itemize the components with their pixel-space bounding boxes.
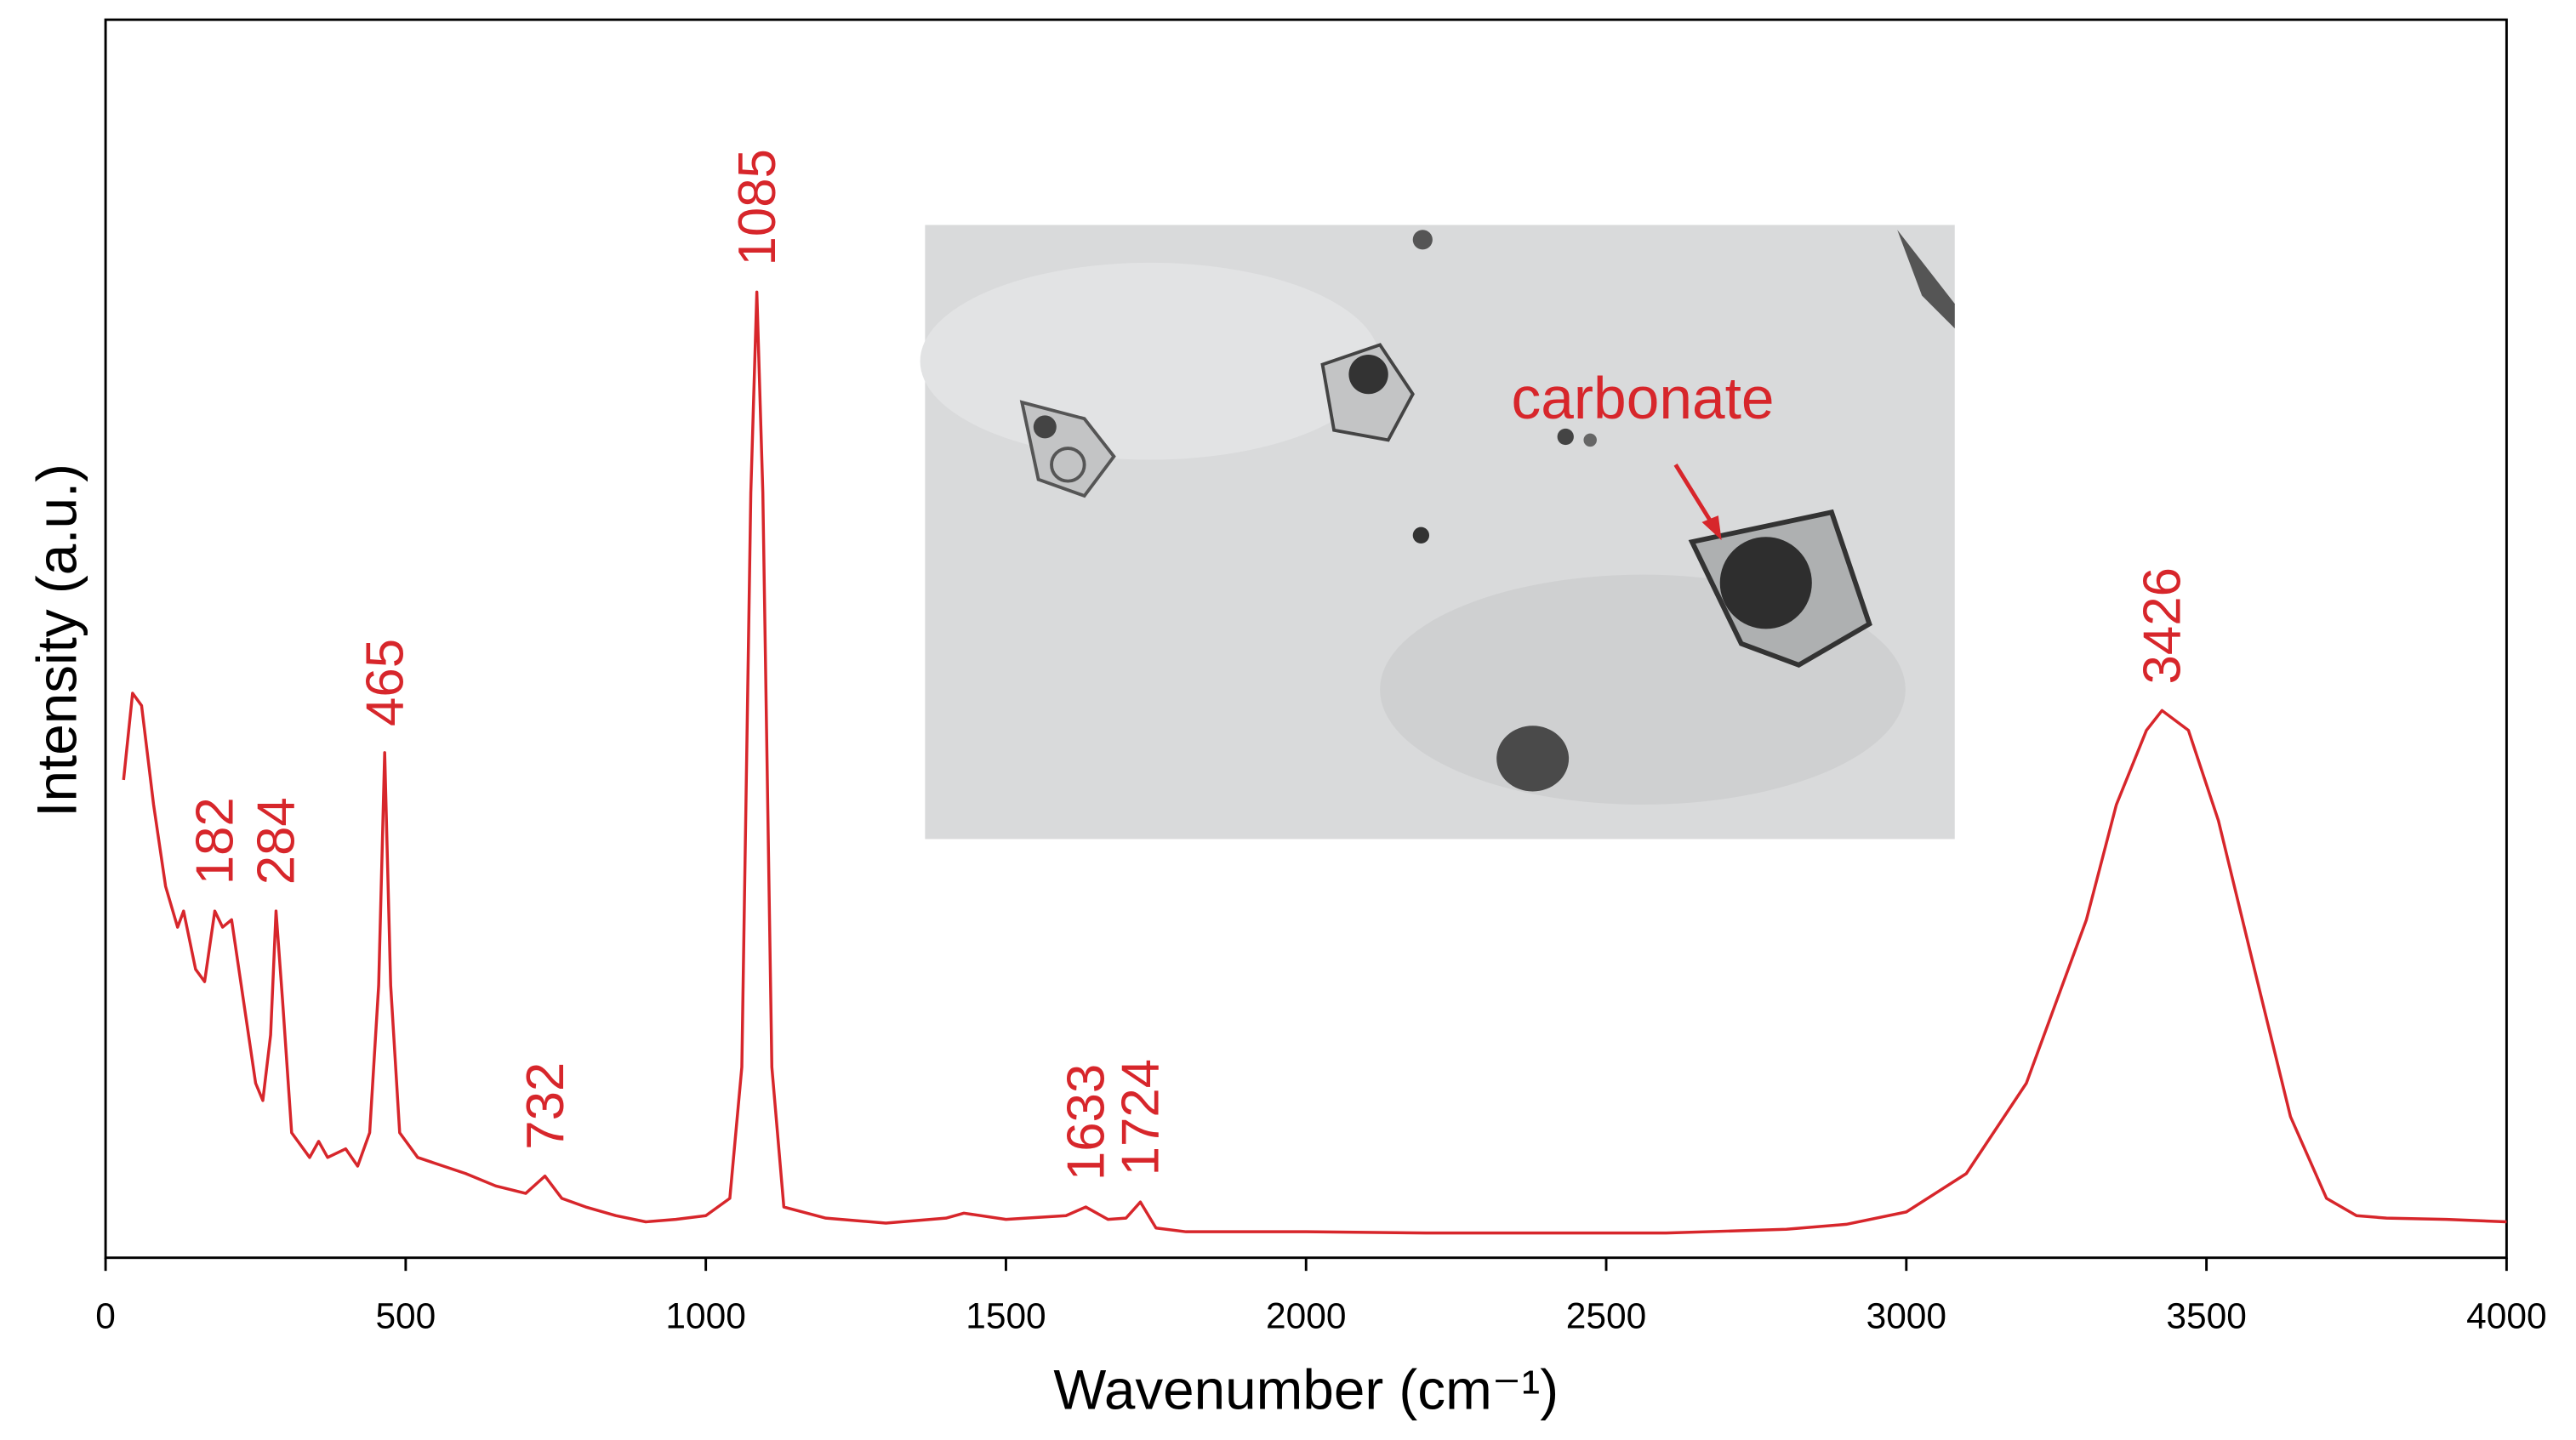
x-axis-label: Wavenumber (cm⁻¹)	[1053, 1358, 1559, 1420]
peak-label: 182	[186, 797, 245, 885]
inset-label: carbonate	[1512, 365, 1775, 431]
x-tick-label: 2500	[1566, 1296, 1646, 1336]
x-tick-label: 3500	[2166, 1296, 2246, 1336]
peak-label: 1085	[728, 149, 787, 265]
x-tick-label: 1500	[966, 1296, 1046, 1336]
peak-label: 284	[248, 797, 306, 885]
peak-label: 732	[516, 1062, 575, 1150]
peak-label: 1724	[1112, 1059, 1171, 1175]
peak-label: 3426	[2134, 567, 2192, 684]
x-tick-label: 1000	[665, 1296, 745, 1336]
inset-photo	[920, 225, 1955, 840]
peak-label: 1633	[1057, 1064, 1116, 1181]
x-tick-label: 500	[375, 1296, 436, 1336]
x-tick-label: 2000	[1266, 1296, 1346, 1336]
x-tick-label: 0	[95, 1296, 116, 1336]
spectrum-line	[122, 290, 2507, 1235]
y-axis-label: Intensity (a.u.)	[26, 464, 88, 817]
x-tick-label: 4000	[2466, 1296, 2546, 1336]
peak-label: 465	[356, 639, 414, 726]
x-tick-label: 3000	[1866, 1296, 1946, 1336]
